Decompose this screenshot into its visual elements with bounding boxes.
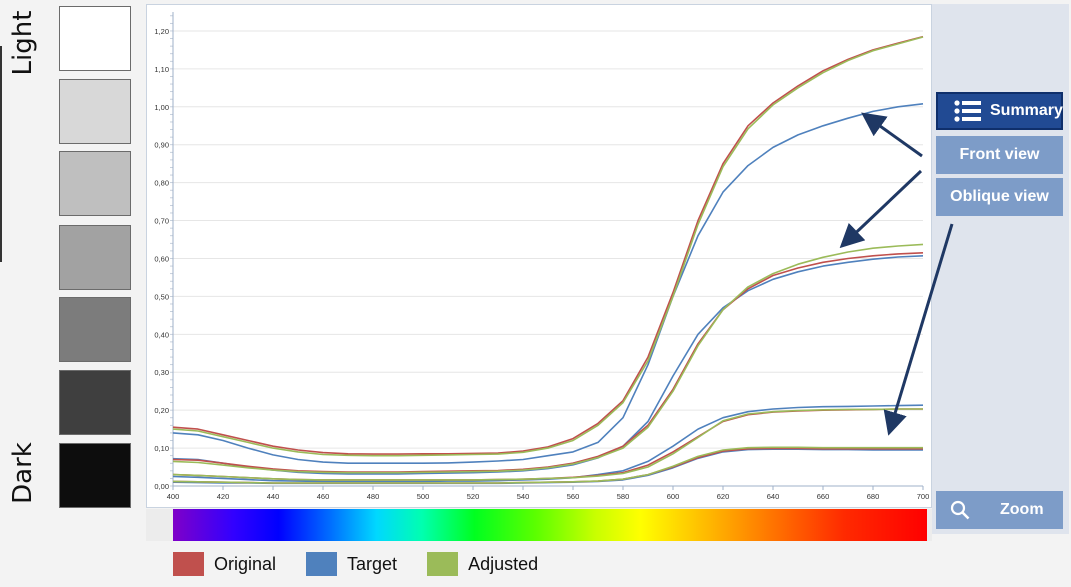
reflectance-chart: 0,00 0,10 0,20 0,30 0,40 0,50 0,60 0,70 0,80 0,90… bbox=[154, 12, 930, 501]
front-view-button[interactable]: Front view bbox=[936, 136, 1063, 174]
legend-item-adjusted: Adjusted bbox=[427, 552, 538, 576]
zoom-button[interactable]: Zoom bbox=[936, 491, 1063, 529]
series-adjusted-group-3 bbox=[172, 408, 923, 481]
x-tick-label: 460 bbox=[317, 492, 330, 501]
swatch-2 bbox=[59, 79, 131, 144]
x-tick-label: 500 bbox=[417, 492, 430, 501]
legend-label-target: Target bbox=[347, 553, 398, 574]
y-tick-label: 0,70 bbox=[154, 217, 169, 226]
legend-label-original: Original bbox=[214, 553, 277, 574]
series-target-group-2 bbox=[172, 255, 924, 475]
x-tick-label: 660 bbox=[817, 492, 830, 501]
x-tick-label: 440 bbox=[267, 492, 280, 501]
y-tick-label: 0,00 bbox=[154, 482, 169, 491]
series-adjusted-group-4 bbox=[172, 446, 923, 484]
x-tick-label: 580 bbox=[617, 492, 630, 501]
legend-swatch-original bbox=[173, 552, 204, 576]
legend-label-adjusted: Adjusted bbox=[468, 553, 539, 574]
plot-area bbox=[146, 4, 932, 508]
y-tick-label: 0,50 bbox=[154, 292, 169, 301]
search-icon bbox=[950, 500, 970, 520]
front-view-button-label: Front view bbox=[959, 146, 1040, 163]
series-target-group-1 bbox=[172, 103, 924, 465]
series-original-group-1 bbox=[172, 35, 924, 455]
swatch-4 bbox=[59, 225, 131, 290]
series-adjusted-group-1 bbox=[172, 36, 924, 457]
zoom-button-label: Zoom bbox=[1000, 501, 1044, 518]
x-tick-label: 680 bbox=[867, 492, 880, 501]
legend-item-target: Target bbox=[306, 552, 397, 576]
x-tick-label: 700 bbox=[917, 492, 930, 501]
x-tick-label: 520 bbox=[467, 492, 480, 501]
y-tick-label: 0,40 bbox=[154, 330, 169, 339]
x-tick-label: 640 bbox=[767, 492, 780, 501]
swatch-3 bbox=[59, 151, 131, 216]
swatch-6 bbox=[59, 370, 131, 435]
y-tick-label: 1,10 bbox=[154, 65, 169, 74]
side-divider bbox=[0, 46, 2, 262]
y-tick-label: 0,10 bbox=[154, 444, 169, 453]
y-tick-label: 0,30 bbox=[154, 368, 169, 377]
summary-button-label: Summary bbox=[990, 102, 1063, 119]
x-tick-label: 480 bbox=[367, 492, 380, 501]
oblique-view-button[interactable]: Oblique view bbox=[936, 178, 1063, 216]
y-tick-label: 0,20 bbox=[154, 406, 169, 415]
series-original-group-2 bbox=[172, 252, 924, 473]
legend-item-original: Original bbox=[173, 552, 276, 576]
x-tick-label: 540 bbox=[517, 492, 530, 501]
light-label: Light bbox=[8, 10, 38, 76]
summary-button[interactable]: Summary bbox=[936, 92, 1063, 130]
x-tick-label: 400 bbox=[167, 492, 180, 501]
x-tick-label: 600 bbox=[667, 492, 680, 501]
chart-legend: Original Target Adjusted bbox=[173, 551, 568, 577]
y-tick-label: 0,90 bbox=[154, 141, 169, 150]
y-tick-label: 1,20 bbox=[154, 27, 169, 36]
swatch-7 bbox=[59, 443, 131, 508]
swatch-1 bbox=[59, 6, 131, 71]
y-tick-label: 0,80 bbox=[154, 179, 169, 188]
legend-swatch-target bbox=[306, 552, 338, 576]
legend-swatch-adjusted bbox=[427, 552, 459, 576]
y-tick-label: 1,00 bbox=[154, 103, 169, 112]
oblique-view-button-label: Oblique view bbox=[950, 188, 1049, 205]
swatch-5 bbox=[59, 297, 131, 362]
x-tick-label: 620 bbox=[717, 492, 730, 501]
dark-label: Dark bbox=[8, 442, 38, 504]
visible-spectrum-bar bbox=[173, 509, 927, 541]
x-tick-label: 560 bbox=[567, 492, 580, 501]
x-tick-label: 420 bbox=[217, 492, 230, 501]
series-adjusted-group-2 bbox=[172, 243, 924, 474]
view-side-panel bbox=[932, 4, 1069, 534]
list-icon bbox=[954, 99, 982, 123]
y-tick-label: 0,60 bbox=[154, 254, 169, 263]
